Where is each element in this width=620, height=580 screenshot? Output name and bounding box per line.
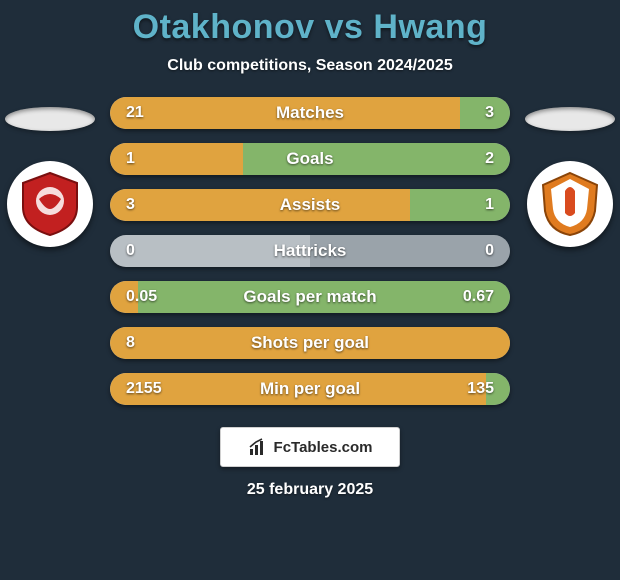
page-title: Otakhonov vs Hwang [0, 8, 620, 47]
stat-bar: 213Matches [110, 97, 510, 129]
footer-date: 25 february 2025 [0, 481, 620, 499]
right-player-col [520, 97, 620, 247]
stat-fill-right [460, 97, 510, 129]
stat-fill-left [110, 97, 460, 129]
stat-fill-right [410, 189, 510, 221]
main-row: 213Matches 12Goals 31Assists 0 0Hattricks 0.0… [0, 97, 620, 405]
stat-fill-right [486, 373, 510, 405]
left-crest-icon [15, 169, 85, 239]
stat-bar: 12Goals [110, 143, 510, 175]
stat-label: Hattricks [110, 235, 510, 267]
stat-fill-left [110, 373, 486, 405]
stat-bar: 0 0Hattricks [110, 235, 510, 267]
stat-fill-right [138, 281, 510, 313]
page-subtitle: Club competitions, Season 2024/2025 [0, 57, 620, 75]
left-player-col [0, 97, 100, 247]
left-team-badge [7, 161, 93, 247]
stat-value-right: 0 [485, 235, 494, 267]
stat-fill-right [243, 143, 510, 175]
brand-text: FcTables.com [274, 439, 373, 456]
stat-fill-left [110, 327, 510, 359]
stat-bar: 31Assists [110, 189, 510, 221]
stats-bars: 213Matches 12Goals 31Assists 0 0Hattricks 0.0… [110, 97, 510, 405]
comparison-card: Otakhonov vs Hwang Club competitions, Se… [0, 0, 620, 580]
stat-fill-left [110, 189, 410, 221]
right-crest-icon [535, 169, 605, 239]
stat-bar: 8Shots per goal [110, 327, 510, 359]
stat-fill-left [110, 143, 243, 175]
stat-fill-left [110, 281, 138, 313]
left-player-silhouette [5, 107, 95, 131]
stat-bar: 0.050.67Goals per match [110, 281, 510, 313]
brand-badge[interactable]: FcTables.com [220, 427, 400, 467]
stat-value-left: 0 [126, 235, 135, 267]
right-player-silhouette [525, 107, 615, 131]
right-team-badge [527, 161, 613, 247]
chart-icon [248, 437, 268, 457]
stat-bar: 2155135Min per goal [110, 373, 510, 405]
